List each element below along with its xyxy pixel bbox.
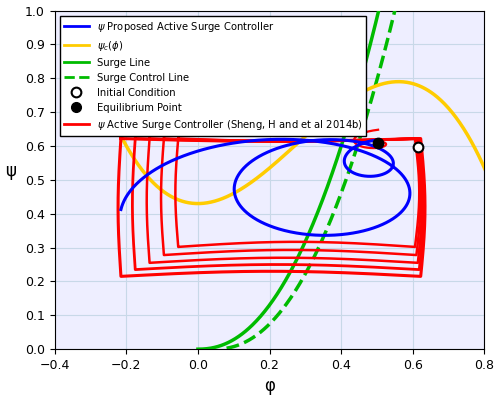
- Surge Control Line: [224, 346, 230, 350]
- $\psi$ Proposed Active Surge Controller: [406, 183, 411, 188]
- Line: Surge Control Line: Surge Control Line: [226, 0, 398, 348]
- $\psi_c(\phi)$: [116, 130, 122, 135]
- $\psi$ Proposed Active Surge Controller: [374, 138, 380, 142]
- Line: $\psi$ Proposed Active Surge Controller: $\psi$ Proposed Active Surge Controller: [121, 139, 410, 235]
- $\psi$ Active Surge Controller (Sheng, H and et al 2014b): [118, 136, 124, 141]
- Surge Control Line: [236, 342, 242, 347]
- $\psi$ Proposed Active Surge Controller: [236, 202, 242, 207]
- $\psi_c(\phi)$: [298, 138, 304, 143]
- $\psi_c(\phi)$: [340, 101, 346, 106]
- $\psi$ Active Surge Controller (Sheng, H and et al 2014b): [422, 217, 428, 221]
- $\psi_c(\phi)$: [484, 173, 490, 178]
- $\psi$ Proposed Active Surge Controller: [278, 137, 284, 142]
- $\psi$ Proposed Active Surge Controller: [238, 205, 244, 210]
- Y-axis label: ψ: ψ: [6, 162, 16, 180]
- Line: $\psi_c(\phi)$: $\psi_c(\phi)$: [119, 82, 495, 204]
- $\psi_c(\phi)$: [426, 89, 432, 93]
- Surge Control Line: [252, 334, 258, 338]
- Surge Control Line: [284, 302, 290, 306]
- $\psi$ Proposed Active Surge Controller: [390, 162, 396, 167]
- Surge Line: [210, 345, 216, 350]
- $\psi$ Active Surge Controller (Sheng, H and et al 2014b): [418, 274, 424, 279]
- Surge Line: [218, 343, 224, 348]
- $\psi_c(\phi)$: [320, 118, 326, 123]
- $\psi_c(\phi)$: [196, 201, 202, 206]
- Surge Control Line: [375, 74, 381, 79]
- Surge Control Line: [278, 308, 284, 313]
- $\psi$ Active Surge Controller (Sheng, H and et al 2014b): [172, 271, 178, 276]
- Line: Surge Line: Surge Line: [198, 0, 382, 349]
- X-axis label: φ: φ: [264, 377, 275, 395]
- Surge Line: [195, 347, 201, 352]
- $\psi$ Active Surge Controller (Sheng, H and et al 2014b): [278, 139, 283, 144]
- $\psi$ Active Surge Controller (Sheng, H and et al 2014b): [290, 139, 296, 144]
- $\psi$ Active Surge Controller (Sheng, H and et al 2014b): [117, 261, 123, 266]
- Line: $\psi$ Active Surge Controller (Sheng, H and et al 2014b): $\psi$ Active Surge Controller (Sheng, H…: [118, 139, 425, 276]
- Surge Control Line: [294, 287, 300, 292]
- Surge Line: [314, 211, 320, 216]
- $\psi$ Active Surge Controller (Sheng, H and et al 2014b): [118, 136, 124, 141]
- $\psi$ Proposed Active Surge Controller: [322, 233, 328, 238]
- $\psi$ Proposed Active Surge Controller: [118, 207, 124, 212]
- $\psi_c(\phi)$: [492, 192, 498, 196]
- Surge Line: [262, 309, 268, 314]
- $\psi_c(\phi)$: [296, 140, 302, 145]
- $\psi$ Active Surge Controller (Sheng, H and et al 2014b): [116, 228, 121, 233]
- Legend: $\psi$ Proposed Active Surge Controller, $\psi_c(\phi)$, Surge Line, Surge Contr: $\psi$ Proposed Active Surge Controller,…: [60, 16, 366, 136]
- $\psi$ Proposed Active Surge Controller: [174, 156, 180, 161]
- Surge Line: [204, 346, 210, 351]
- $\psi$ Proposed Active Surge Controller: [264, 223, 270, 227]
- $\psi_c(\phi)$: [396, 79, 402, 84]
- Surge Line: [305, 233, 311, 238]
